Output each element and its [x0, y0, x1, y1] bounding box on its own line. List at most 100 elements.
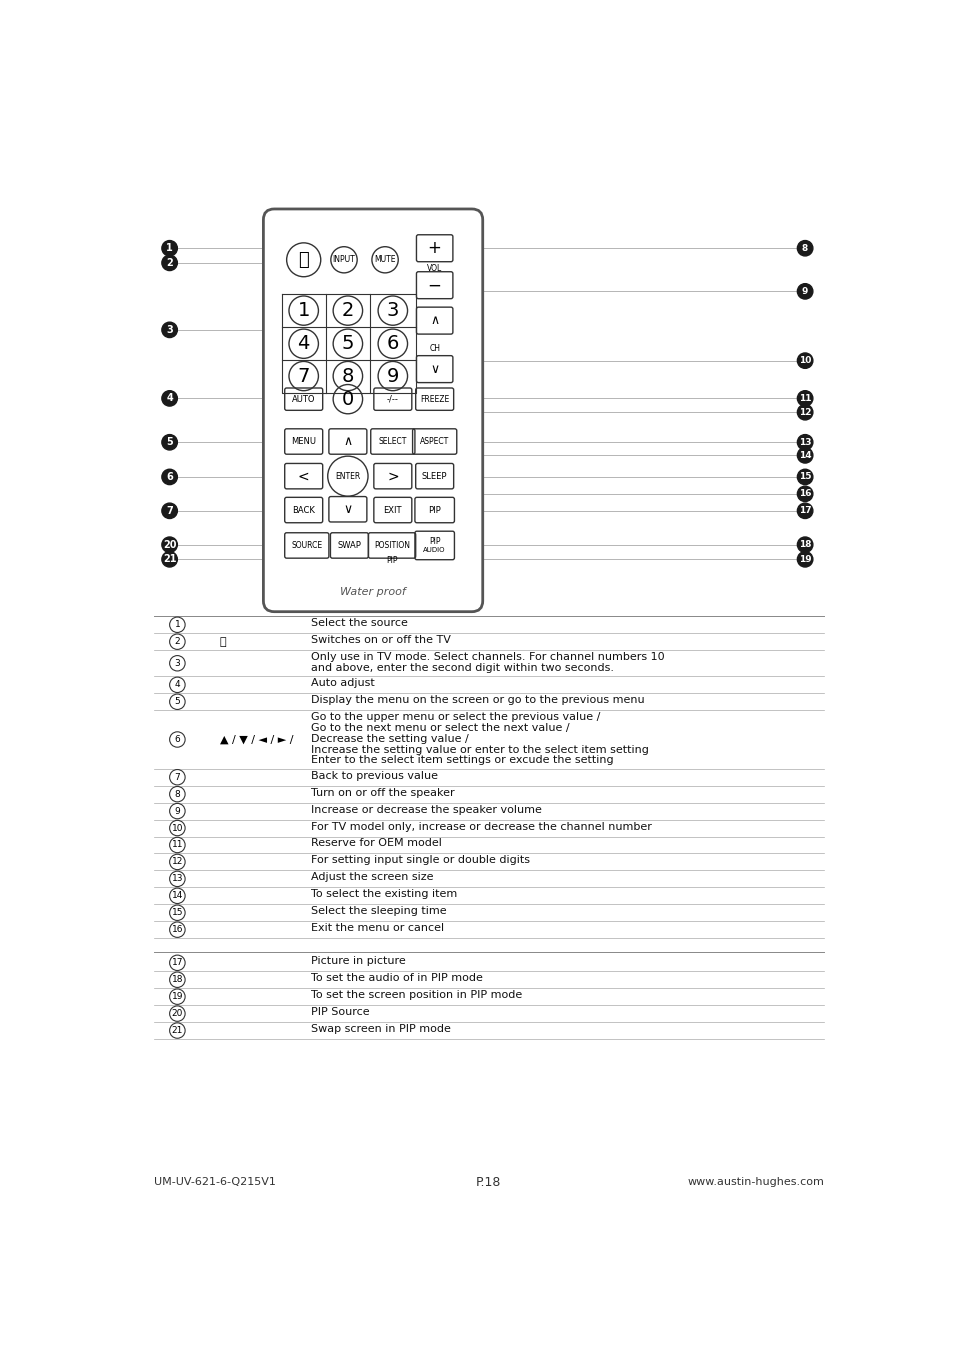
Circle shape	[797, 486, 812, 502]
Text: 20: 20	[163, 540, 176, 549]
Text: 9: 9	[801, 286, 807, 296]
Circle shape	[162, 240, 177, 256]
Circle shape	[162, 323, 177, 338]
Text: ⏻: ⏻	[298, 251, 309, 269]
Circle shape	[162, 552, 177, 567]
Text: >: >	[387, 470, 398, 483]
Text: 1: 1	[297, 301, 310, 320]
Circle shape	[797, 405, 812, 420]
Text: 7: 7	[166, 506, 172, 516]
Text: 17: 17	[798, 506, 811, 516]
Text: 11: 11	[172, 841, 183, 849]
Text: 11: 11	[798, 394, 810, 402]
Text: 7: 7	[174, 772, 180, 782]
Text: 4: 4	[174, 680, 180, 690]
Text: Exit the menu or cancel: Exit the menu or cancel	[311, 923, 444, 933]
Text: Swap screen in PIP mode: Swap screen in PIP mode	[311, 1025, 451, 1034]
Text: 9: 9	[386, 367, 398, 386]
Text: SOURCE: SOURCE	[291, 541, 322, 549]
Text: Auto adjust: Auto adjust	[311, 678, 375, 688]
Text: 14: 14	[172, 891, 183, 900]
Text: Back to previous value: Back to previous value	[311, 771, 438, 780]
Text: Only use in TV mode. Select channels. For channel numbers 10: Only use in TV mode. Select channels. Fo…	[311, 652, 664, 662]
Text: 2: 2	[341, 301, 354, 320]
Text: 17: 17	[172, 958, 183, 968]
Text: 4: 4	[297, 335, 310, 354]
Text: For TV model only, increase or decrease the channel number: For TV model only, increase or decrease …	[311, 822, 652, 832]
Text: 13: 13	[798, 437, 810, 447]
Text: 18: 18	[172, 975, 183, 984]
Text: To select the existing item: To select the existing item	[311, 890, 457, 899]
Text: 8: 8	[174, 790, 180, 799]
Text: 3: 3	[166, 325, 172, 335]
Text: 16: 16	[798, 489, 810, 498]
Text: 21: 21	[172, 1026, 183, 1035]
Text: Switches on or off the TV: Switches on or off the TV	[311, 634, 451, 645]
Circle shape	[162, 470, 177, 485]
Text: +: +	[427, 239, 441, 258]
Text: 7: 7	[297, 367, 310, 386]
Text: 19: 19	[798, 555, 811, 564]
Text: 8: 8	[341, 367, 354, 386]
Text: Select the sleeping time: Select the sleeping time	[311, 906, 447, 917]
Circle shape	[797, 470, 812, 485]
Text: 8: 8	[801, 244, 807, 252]
Text: To set the audio of in PIP mode: To set the audio of in PIP mode	[311, 973, 483, 983]
Text: 3: 3	[174, 659, 180, 668]
Text: SELECT: SELECT	[378, 437, 407, 446]
Text: Adjust the screen size: Adjust the screen size	[311, 872, 434, 883]
Text: 2: 2	[166, 258, 172, 267]
Circle shape	[162, 390, 177, 406]
Text: 6: 6	[166, 472, 172, 482]
Text: ASPECT: ASPECT	[419, 437, 449, 446]
Text: ∨: ∨	[343, 502, 352, 516]
Text: 12: 12	[798, 408, 810, 417]
Circle shape	[797, 552, 812, 567]
Text: -/--: -/--	[387, 394, 398, 404]
Circle shape	[797, 448, 812, 463]
Circle shape	[797, 537, 812, 552]
Text: Increase or decrease the speaker volume: Increase or decrease the speaker volume	[311, 805, 541, 814]
Text: POSITION: POSITION	[374, 541, 410, 549]
Circle shape	[162, 537, 177, 552]
Text: 20: 20	[172, 1008, 183, 1018]
Text: 5: 5	[341, 335, 354, 354]
Text: 9: 9	[174, 806, 180, 815]
Text: Display the menu on the screen or go to the previous menu: Display the menu on the screen or go to …	[311, 695, 644, 705]
Text: Select the source: Select the source	[311, 618, 408, 628]
Text: Turn on or off the speaker: Turn on or off the speaker	[311, 787, 455, 798]
Text: SLEEP: SLEEP	[421, 471, 447, 481]
Text: ∧: ∧	[430, 315, 438, 327]
Text: Increase the setting value or enter to the select item setting: Increase the setting value or enter to t…	[311, 744, 649, 755]
Circle shape	[797, 240, 812, 256]
Text: 3: 3	[386, 301, 398, 320]
Text: 14: 14	[798, 451, 811, 460]
Text: 5: 5	[166, 437, 172, 447]
Text: 21: 21	[163, 555, 176, 564]
Circle shape	[797, 352, 812, 369]
Circle shape	[162, 435, 177, 450]
Text: 0: 0	[341, 390, 354, 409]
Text: PIP: PIP	[428, 505, 440, 514]
Text: 15: 15	[798, 472, 810, 482]
Text: MUTE: MUTE	[374, 255, 395, 265]
Circle shape	[797, 435, 812, 450]
Text: ENTER: ENTER	[335, 471, 360, 481]
Circle shape	[162, 255, 177, 270]
Text: Go to the upper menu or select the previous value /: Go to the upper menu or select the previ…	[311, 713, 600, 722]
Text: Enter to the select item settings or excude the setting: Enter to the select item settings or exc…	[311, 755, 614, 765]
Text: For setting input single or double digits: For setting input single or double digit…	[311, 856, 530, 865]
Text: UM-UV-621-6-Q215V1: UM-UV-621-6-Q215V1	[154, 1177, 275, 1187]
Text: FREEZE: FREEZE	[419, 394, 449, 404]
Text: <: <	[297, 470, 309, 483]
Text: www.austin-hughes.com: www.austin-hughes.com	[687, 1177, 823, 1187]
Text: ∧: ∧	[343, 435, 352, 448]
Text: 12: 12	[172, 857, 183, 867]
Text: 2: 2	[174, 637, 180, 647]
Text: 10: 10	[172, 824, 183, 833]
Text: PIP Source: PIP Source	[311, 1007, 370, 1017]
Text: 10: 10	[798, 356, 810, 365]
Text: −: −	[427, 277, 441, 294]
Text: ∨: ∨	[430, 363, 438, 375]
Text: Water proof: Water proof	[340, 587, 406, 597]
